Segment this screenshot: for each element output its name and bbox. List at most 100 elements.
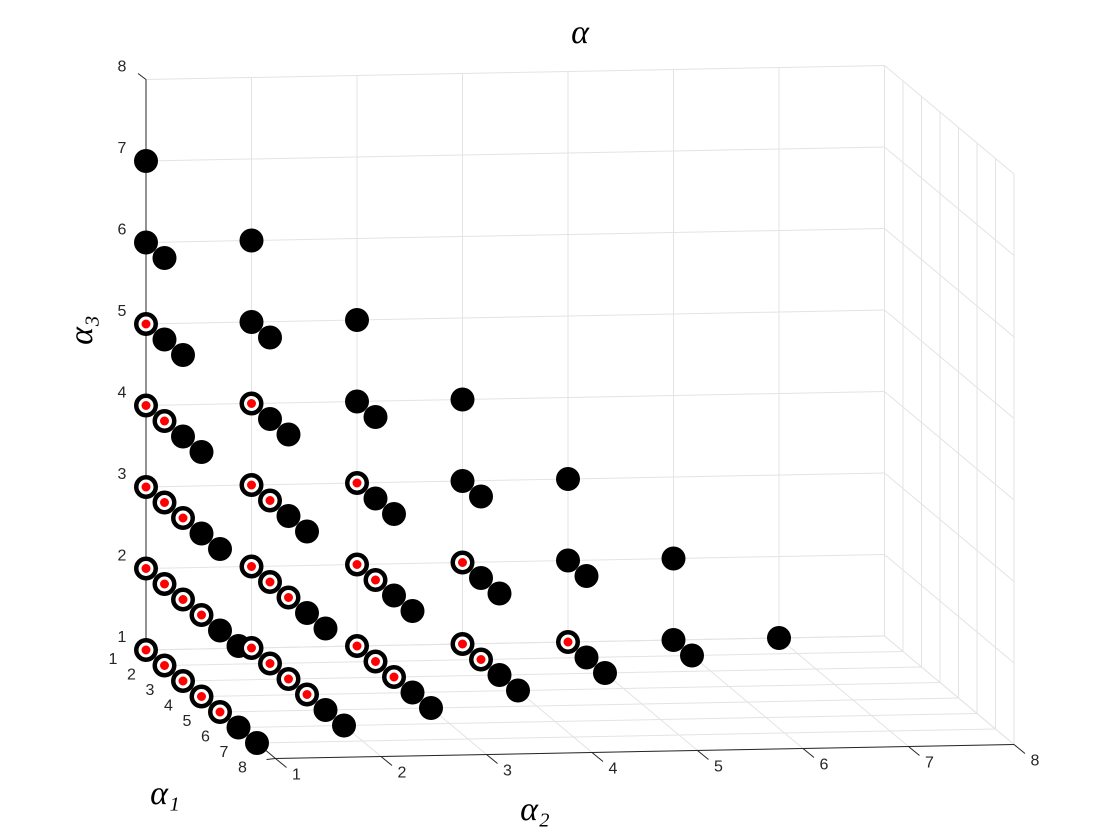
y-tick (802, 748, 815, 758)
point (313, 698, 338, 722)
point (194, 689, 209, 704)
point (299, 687, 315, 702)
point (189, 521, 214, 546)
x-tick (266, 758, 276, 760)
grid-line (219, 697, 959, 713)
grid-line (145, 635, 885, 651)
point (262, 493, 278, 508)
point (487, 663, 512, 687)
point (574, 564, 599, 588)
point (138, 642, 154, 658)
point (400, 680, 425, 705)
z-tick-label: 6 (118, 222, 127, 239)
point (262, 656, 278, 671)
point (258, 325, 282, 350)
point (574, 645, 599, 670)
point (349, 638, 365, 654)
grid-line (145, 391, 885, 406)
y-tick-label: 1 (292, 767, 301, 784)
chart-title: α (571, 14, 590, 51)
grid-line (884, 391, 1015, 501)
y-tick (697, 750, 709, 760)
point (345, 308, 369, 332)
point (450, 469, 475, 493)
point (138, 561, 154, 576)
point (245, 731, 269, 755)
point (382, 583, 406, 608)
y-tick-label: 6 (820, 757, 829, 774)
point (171, 343, 195, 367)
point (134, 149, 158, 173)
point (473, 652, 489, 667)
grid-line (145, 554, 885, 569)
point (226, 715, 251, 740)
y-tick-label: 3 (503, 763, 512, 780)
marks (134, 149, 791, 755)
point (212, 704, 228, 720)
x-tick-label: 7 (220, 744, 229, 761)
x-tick-label: 8 (238, 760, 247, 777)
grid-line (778, 637, 909, 747)
point (661, 628, 686, 652)
point (556, 467, 580, 491)
point (368, 572, 383, 588)
grid-line (145, 228, 885, 243)
point (157, 495, 172, 510)
grid-line (164, 651, 904, 666)
point (295, 601, 319, 625)
point (767, 626, 791, 650)
z-tick-label: 5 (118, 303, 127, 320)
point (455, 555, 470, 570)
point (469, 484, 493, 509)
point (171, 424, 195, 449)
x-tick-label: 2 (127, 667, 136, 684)
point (244, 396, 259, 411)
point (208, 618, 232, 643)
point (138, 479, 154, 495)
point (332, 713, 356, 738)
point (506, 678, 530, 703)
point (349, 557, 365, 572)
z-tick-label: 2 (118, 548, 127, 565)
point (138, 398, 154, 413)
point (244, 559, 259, 574)
point (152, 327, 177, 352)
point (281, 671, 296, 687)
y-tick (591, 752, 604, 762)
point (382, 502, 406, 526)
grid-line (884, 635, 1015, 745)
point (276, 504, 301, 528)
y-tick-label: 2 (398, 765, 407, 782)
point (258, 407, 282, 431)
y-tick (908, 746, 920, 756)
point (661, 546, 686, 571)
y-tick-label: 5 (714, 759, 723, 776)
point (239, 228, 264, 253)
point (276, 422, 301, 447)
z-tick-label: 1 (118, 629, 127, 646)
y-axis (275, 744, 1015, 759)
y-tick (486, 754, 498, 764)
y-axis-label: α₂ (520, 791, 550, 828)
grid-line (145, 146, 885, 162)
z-tick (137, 73, 147, 80)
point (157, 658, 172, 673)
x-tick-label: 6 (201, 729, 210, 746)
point (363, 486, 388, 511)
grid (145, 65, 1015, 759)
point (349, 475, 365, 491)
grid-line (201, 682, 941, 697)
point (157, 413, 172, 429)
grid-line (884, 65, 1015, 175)
x-axis-label: α₁ (150, 775, 180, 812)
grid-line (884, 554, 1015, 664)
z-tick-label: 8 (118, 59, 127, 76)
point (239, 310, 264, 334)
point (560, 634, 576, 650)
point (313, 616, 338, 641)
point (295, 519, 319, 544)
y-tick-label: 8 (1031, 753, 1040, 770)
